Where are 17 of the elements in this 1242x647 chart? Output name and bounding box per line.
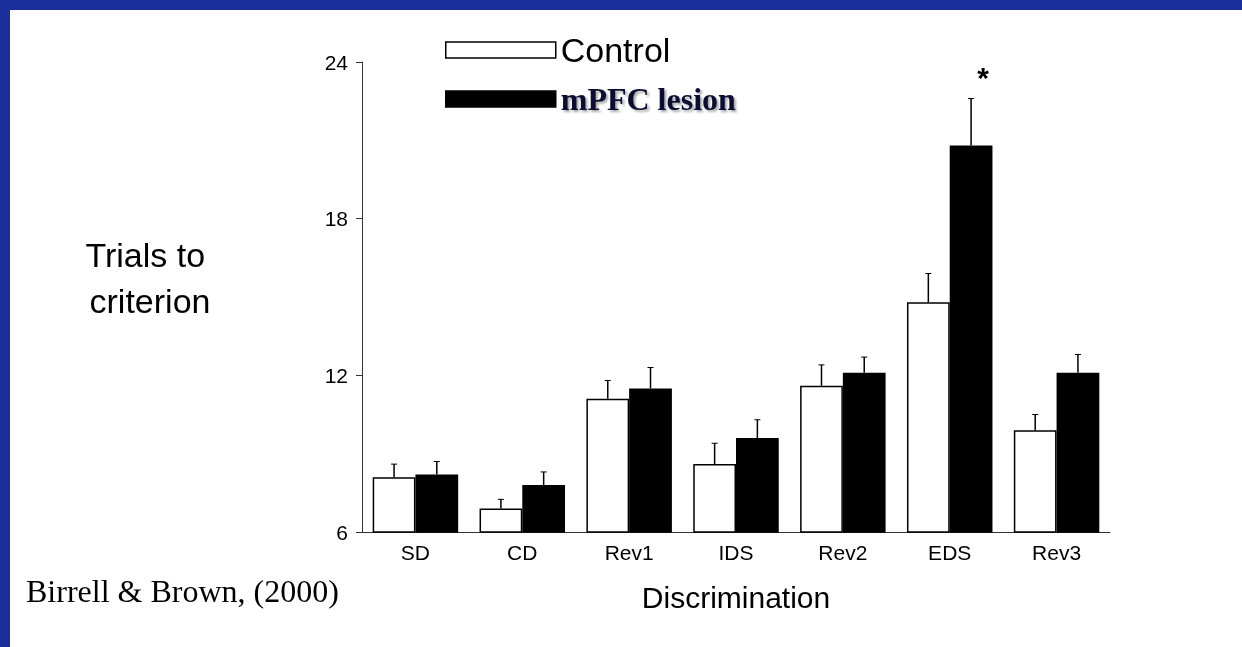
x-tick-label: Rev3: [1032, 541, 1082, 564]
y-tick-label: 24: [324, 50, 349, 74]
legend-label: mPFC lesion: [560, 81, 737, 117]
y-tick-label: 12: [324, 363, 348, 387]
text: Birrell & Brown, (2000): [26, 573, 339, 609]
annotation: *: [977, 60, 990, 94]
x-tick-label: Rev2: [818, 541, 868, 564]
x-tick-label: CD: [507, 541, 538, 564]
legend-label: Control: [560, 31, 671, 69]
y-axis-title: Trials to criterion: [85, 236, 215, 320]
x-tick-label: IDS: [718, 541, 754, 564]
x-tick-label: SD: [400, 541, 431, 564]
x-axis-title: Discrimination: [641, 580, 831, 614]
x-tick-label: Rev1: [604, 541, 654, 564]
y-tick-label: 6: [336, 520, 348, 544]
y-tick-label: 18: [324, 207, 348, 231]
x-tick-label: EDS: [928, 541, 972, 564]
